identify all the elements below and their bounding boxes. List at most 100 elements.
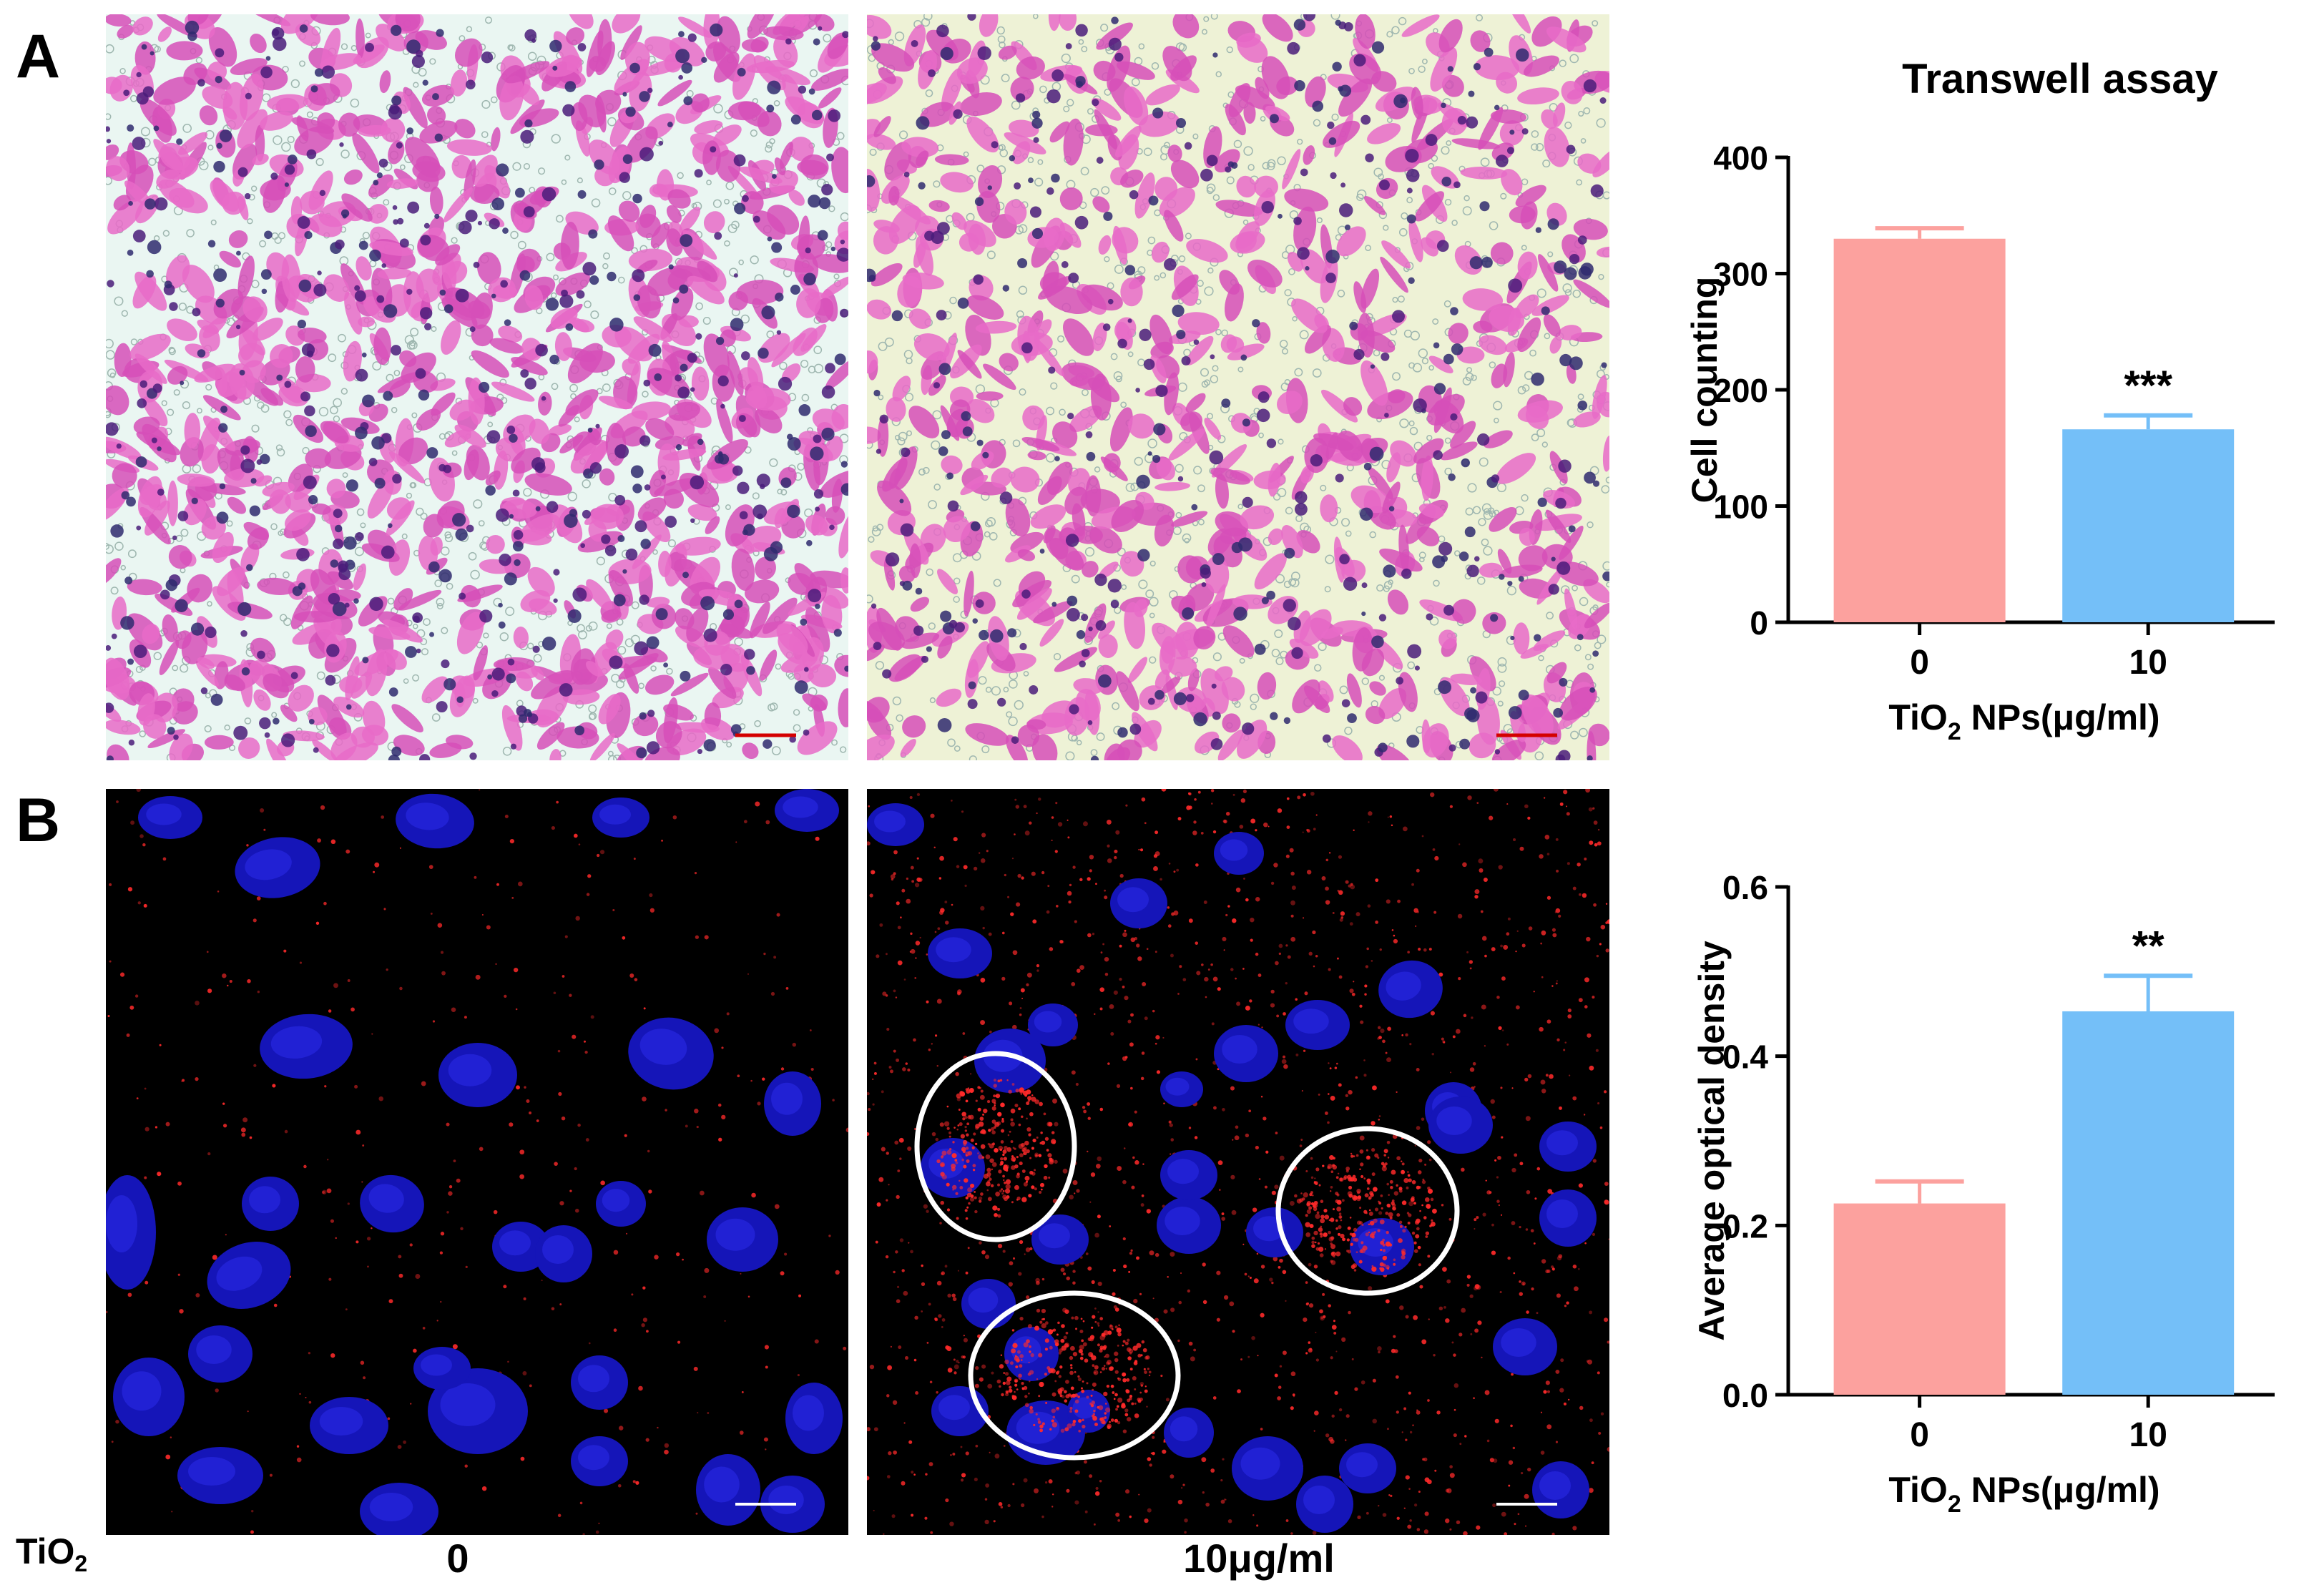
membrane-pore bbox=[921, 18, 931, 27]
membrane-pore bbox=[1569, 54, 1579, 64]
stained-cell bbox=[1215, 473, 1229, 509]
stained-cell bbox=[1236, 175, 1257, 198]
red-punctum bbox=[1587, 1359, 1592, 1365]
red-punctum bbox=[165, 1454, 171, 1460]
red-punctum bbox=[250, 1530, 254, 1534]
membrane-pore bbox=[1497, 657, 1507, 667]
red-punctum bbox=[1572, 1265, 1577, 1269]
red-punctum bbox=[910, 1250, 913, 1254]
stained-cell bbox=[1473, 320, 1493, 334]
membrane-pore bbox=[1444, 437, 1451, 444]
stained-cell bbox=[398, 589, 442, 611]
red-punctum bbox=[909, 795, 913, 800]
membrane-pore bbox=[1605, 476, 1609, 484]
membrane-pore bbox=[1215, 328, 1222, 335]
red-punctum bbox=[1220, 1479, 1223, 1482]
membrane-pore bbox=[1376, 584, 1384, 592]
stained-cell bbox=[257, 577, 297, 596]
membrane-pore bbox=[989, 532, 998, 541]
stained-cell bbox=[1533, 630, 1566, 652]
stained-nucleus bbox=[879, 414, 889, 424]
stained-nucleus bbox=[1401, 568, 1412, 579]
membrane-pore bbox=[538, 167, 546, 175]
stained-cell bbox=[878, 67, 896, 84]
red-punctum bbox=[934, 931, 937, 933]
membrane-pore bbox=[1443, 300, 1451, 308]
red-punctum bbox=[1470, 1333, 1473, 1335]
red-punctum bbox=[1416, 911, 1420, 913]
red-punctum bbox=[335, 1237, 337, 1240]
stained-cell bbox=[1227, 343, 1265, 360]
membrane-pore bbox=[1465, 507, 1474, 516]
stained-cell bbox=[1186, 335, 1214, 365]
stained-cell bbox=[1005, 498, 1031, 536]
stained-cell bbox=[1080, 489, 1120, 514]
red-punctum bbox=[1281, 1059, 1287, 1064]
stained-nucleus bbox=[1032, 110, 1041, 119]
stained-nucleus bbox=[1129, 723, 1142, 735]
stained-cell bbox=[430, 536, 443, 556]
membrane-pore bbox=[1212, 652, 1222, 662]
stained-nucleus bbox=[290, 672, 298, 679]
stained-nucleus bbox=[1031, 227, 1044, 240]
red-punctum bbox=[333, 983, 338, 988]
stained-nucleus bbox=[1365, 153, 1374, 162]
red-punctum bbox=[1076, 968, 1081, 973]
stained-nucleus bbox=[1135, 388, 1140, 393]
stained-cell bbox=[964, 659, 979, 698]
stained-nucleus bbox=[630, 465, 644, 479]
stained-nucleus bbox=[1508, 278, 1523, 293]
stained-cell bbox=[212, 531, 234, 564]
red-punctum bbox=[247, 1410, 249, 1413]
stained-cell bbox=[675, 722, 720, 733]
stained-nucleus bbox=[1468, 90, 1475, 97]
red-punctum bbox=[308, 1400, 312, 1404]
stained-nucleus bbox=[264, 732, 270, 738]
stained-nucleus bbox=[1117, 338, 1127, 349]
nucleus bbox=[113, 1358, 185, 1436]
membrane-pore bbox=[896, 714, 903, 722]
stained-nucleus bbox=[1269, 114, 1279, 124]
stained-nucleus bbox=[565, 323, 574, 331]
stained-nucleus bbox=[587, 427, 593, 433]
stained-nucleus bbox=[419, 307, 433, 320]
red-punctum bbox=[1285, 854, 1290, 858]
membrane-pore bbox=[1318, 642, 1327, 652]
membrane-pore bbox=[409, 482, 416, 489]
membrane-pore bbox=[1378, 674, 1386, 681]
red-punctum bbox=[1443, 1041, 1446, 1044]
stained-nucleus bbox=[660, 474, 666, 480]
stained-cell bbox=[570, 439, 608, 474]
stained-cell bbox=[631, 401, 672, 420]
membrane-pore bbox=[1521, 494, 1529, 502]
red-punctum bbox=[134, 994, 139, 998]
stained-nucleus bbox=[120, 616, 134, 630]
stained-cell bbox=[1268, 462, 1281, 497]
red-punctum bbox=[119, 972, 125, 977]
membrane-pore bbox=[1294, 368, 1303, 377]
membrane-pore bbox=[1039, 85, 1047, 94]
stained-cell bbox=[937, 635, 953, 659]
stained-cell bbox=[1100, 456, 1128, 481]
stained-nucleus bbox=[622, 154, 633, 165]
stained-cell bbox=[1247, 260, 1283, 288]
stained-cell bbox=[675, 536, 721, 556]
stained-nucleus bbox=[871, 41, 881, 51]
red-punctum bbox=[979, 1241, 982, 1245]
red-punctum bbox=[765, 820, 770, 825]
red-punctum bbox=[222, 973, 227, 978]
membrane-pore bbox=[1544, 333, 1551, 340]
membrane-pore bbox=[738, 259, 745, 265]
stained-cell bbox=[1117, 739, 1142, 760]
red-punctum bbox=[764, 1345, 769, 1350]
membrane-pore bbox=[1465, 372, 1474, 381]
stained-nucleus bbox=[1088, 626, 1093, 632]
red-punctum bbox=[1525, 1525, 1527, 1527]
membrane-pore bbox=[906, 430, 913, 436]
stained-cell bbox=[742, 742, 759, 760]
red-punctum bbox=[303, 1164, 307, 1169]
membrane-pore bbox=[410, 328, 419, 337]
stained-nucleus bbox=[344, 602, 350, 608]
red-punctum bbox=[561, 1116, 566, 1121]
stained-nucleus bbox=[328, 592, 340, 605]
